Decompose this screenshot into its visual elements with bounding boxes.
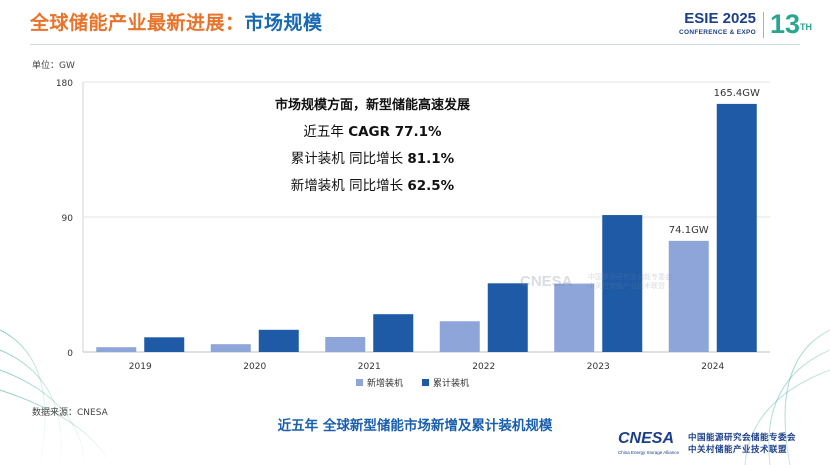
y-tick-label: 90 bbox=[62, 214, 74, 224]
legend-label: 累计装机 bbox=[433, 377, 469, 389]
callout-new-value: 62.5% bbox=[407, 178, 455, 194]
chart-bars bbox=[96, 103, 757, 353]
bar bbox=[602, 215, 643, 352]
data-label: 74.1GW bbox=[669, 225, 709, 236]
callout-new-growth: 新增装机 同比增长 62.5% bbox=[255, 173, 490, 200]
watermark-line2: 中关村储能产业技术联盟 bbox=[588, 282, 665, 290]
callout-cagr-value: CAGR 77.1% bbox=[348, 124, 442, 140]
callout-box: 市场规模方面，新型储能高速发展 近五年 CAGR 77.1% 累计装机 同比增长… bbox=[255, 92, 490, 200]
page-title-part2: 市场规模 bbox=[244, 12, 323, 34]
callout-cumulative-label: 累计装机 同比增长 bbox=[290, 151, 408, 167]
cnesa-logo-subtitle: China Energy Storage Alliance bbox=[618, 450, 680, 455]
legend-swatch bbox=[422, 379, 429, 386]
callout-new-label: 新增装机 同比增长 bbox=[290, 178, 408, 194]
bar bbox=[554, 283, 595, 352]
y-tick-label: 0 bbox=[67, 349, 73, 359]
brand-anniversary-badge: 13TH bbox=[770, 8, 812, 40]
callout-cagr: 近五年 CAGR 77.1% bbox=[255, 119, 490, 146]
bar bbox=[487, 283, 528, 352]
chart-caption: 近五年 全球新型储能市场新增及累计装机规模 bbox=[277, 418, 553, 434]
page-title-part1: 全球储能产业最新进展： bbox=[30, 12, 245, 34]
chart-unit-label: 单位：GW bbox=[32, 61, 75, 71]
x-tick-label: 2021 bbox=[358, 362, 381, 372]
legend-label: 新增装机 bbox=[367, 377, 403, 389]
chart-legend: 新增装机 累计装机 bbox=[356, 377, 469, 389]
brand-name: ESIE 2025 bbox=[684, 10, 756, 27]
bar bbox=[96, 347, 137, 352]
bar bbox=[373, 314, 414, 352]
x-tick-label: 2020 bbox=[243, 362, 266, 372]
header-divider bbox=[30, 44, 800, 45]
chart-grid bbox=[82, 81, 770, 353]
bar bbox=[439, 321, 480, 352]
bar bbox=[210, 344, 251, 352]
callout-headline: 市场规模方面，新型储能高速发展 bbox=[274, 98, 470, 113]
bar bbox=[668, 240, 709, 352]
callout-cumulative-growth: 累计装机 同比增长 81.1% bbox=[255, 146, 490, 173]
watermark-logo: CNESA bbox=[520, 273, 573, 290]
chart-labels: 0 90 180 2019 2020 2021 2022 2023 2024 74.1GW 165.… bbox=[56, 79, 760, 372]
y-tick-label: 180 bbox=[56, 79, 73, 89]
org-name-line2: 中关村储能产业技术联盟 bbox=[688, 445, 788, 455]
watermark-text: 中国能源研究会储能专委会 中关村储能产业技术联盟 bbox=[588, 273, 672, 291]
brand-divider bbox=[763, 12, 764, 38]
data-source: 数据来源：CNESA bbox=[32, 408, 108, 418]
page-title: 全球储能产业最新进展：市场规模 bbox=[30, 8, 323, 35]
x-tick-label: 2023 bbox=[587, 362, 610, 372]
bar bbox=[144, 337, 185, 352]
x-tick-label: 2024 bbox=[701, 362, 724, 372]
watermark-line1: 中国能源研究会储能专委会 bbox=[588, 273, 672, 281]
org-name-line1: 中国能源研究会储能专委会 bbox=[688, 433, 797, 443]
brand-subtitle: CONFERENCE & EXPO bbox=[679, 29, 756, 36]
data-label: 165.4GW bbox=[714, 88, 760, 99]
brand-number: 13 bbox=[770, 9, 801, 39]
bar bbox=[258, 329, 299, 352]
x-tick-label: 2019 bbox=[129, 362, 152, 372]
callout-cagr-label: 近五年 bbox=[303, 124, 349, 140]
cnesa-logo: CNESA bbox=[618, 430, 675, 447]
legend-swatch bbox=[356, 379, 363, 386]
callout-cumulative-value: 81.1% bbox=[407, 151, 455, 167]
x-tick-label: 2022 bbox=[472, 362, 495, 372]
bar bbox=[716, 103, 757, 353]
bar bbox=[325, 337, 366, 352]
brand-number-suffix: TH bbox=[800, 22, 813, 32]
